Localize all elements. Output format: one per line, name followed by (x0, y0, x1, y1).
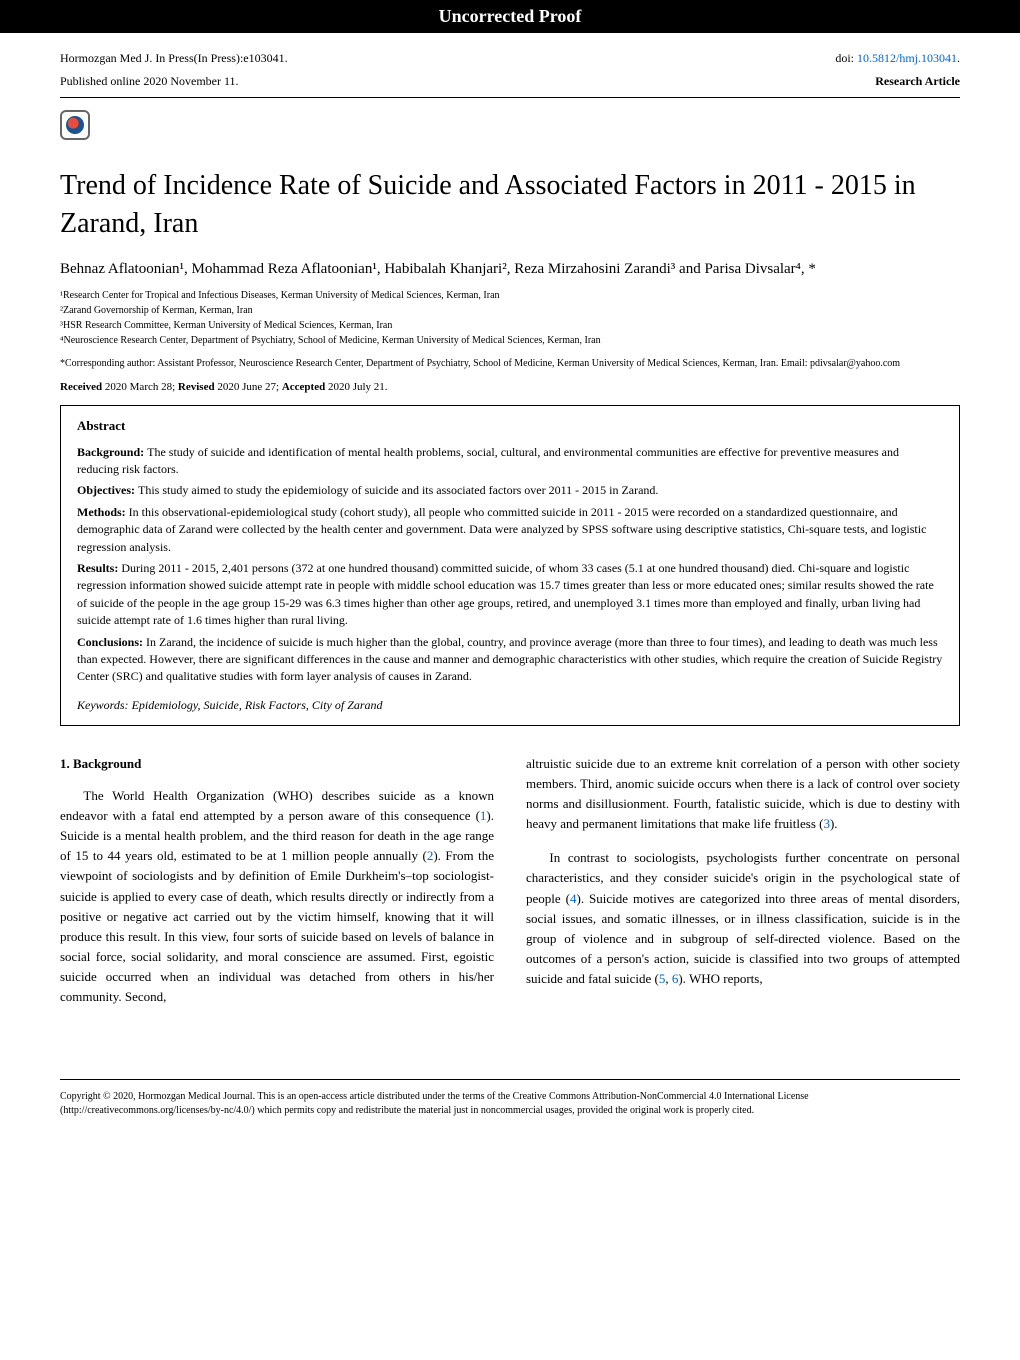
abstract-box: Abstract Background: The study of suicid… (60, 405, 960, 726)
section-heading: 1. Background (60, 754, 494, 774)
cite-5[interactable]: 5 (659, 971, 666, 986)
crossmark-icon[interactable] (60, 110, 90, 140)
left-paragraph: The World Health Organization (WHO) desc… (60, 786, 494, 1008)
pub-date: Published online 2020 November 11. (60, 74, 239, 89)
affil-1: ¹Research Center for Tropical and Infect… (60, 288, 960, 303)
body-columns: 1. Background The World Health Organizat… (60, 754, 960, 1012)
cite-1[interactable]: 1 (480, 808, 487, 823)
abstract-conclusions: Conclusions: In Zarand, the incidence of… (77, 634, 943, 686)
copyright-footer: Copyright © 2020, Hormozgan Medical Jour… (60, 1079, 960, 1138)
column-left: 1. Background The World Health Organizat… (60, 754, 494, 1012)
abstract-background-text: The study of suicide and identification … (77, 445, 899, 476)
abstract-results: Results: During 2011 - 2015, 2,401 perso… (77, 560, 943, 630)
abstract-results-label: Results: (77, 561, 121, 575)
affil-2: ²Zarand Governorship of Kerman, Kerman, … (60, 303, 960, 318)
article-type: Research Article (875, 74, 960, 89)
keywords-text: Epidemiology, Suicide, Risk Factors, Cit… (132, 698, 383, 712)
top-meta-row: Hormozgan Med J. In Press(In Press):e103… (0, 33, 1020, 70)
proof-bar: Uncorrected Proof (0, 0, 1020, 33)
doi-label: doi: (835, 51, 857, 65)
abstract-objectives: Objectives: This study aimed to study th… (77, 482, 943, 499)
cite-3[interactable]: 3 (823, 816, 830, 831)
abstract-results-text: During 2011 - 2015, 2,401 persons (372 a… (77, 561, 934, 627)
column-right: altruistic suicide due to an extreme kni… (526, 754, 960, 1012)
article-title: Trend of Incidence Rate of Suicide and A… (60, 167, 960, 243)
right-paragraph-2: In contrast to sociologists, psychologis… (526, 848, 960, 989)
cite-6[interactable]: 6 (672, 971, 679, 986)
abstract-methods-text: In this observational-epidemiological st… (77, 505, 926, 554)
abstract-methods-label: Methods: (77, 505, 129, 519)
affil-4: ⁴Neuroscience Research Center, Departmen… (60, 333, 960, 348)
affil-3: ³HSR Research Committee, Kerman Universi… (60, 318, 960, 333)
right-paragraph-1: altruistic suicide due to an extreme kni… (526, 754, 960, 835)
corresponding-author: *Corresponding author: Assistant Profess… (60, 356, 960, 371)
journal-citation: Hormozgan Med J. In Press(In Press):e103… (60, 51, 288, 66)
affiliations: ¹Research Center for Tropical and Infect… (60, 288, 960, 348)
badge-row (0, 98, 1020, 153)
article-dates: Received 2020 March 28; Revised 2020 Jun… (60, 381, 960, 393)
pub-row: Published online 2020 November 11. Resea… (0, 70, 1020, 97)
abstract-methods: Methods: In this observational-epidemiol… (77, 504, 943, 556)
keywords-row: Keywords: Epidemiology, Suicide, Risk Fa… (77, 698, 943, 713)
abstract-background: Background: The study of suicide and ide… (77, 444, 943, 479)
abstract-heading: Abstract (77, 418, 943, 434)
cite-2[interactable]: 2 (427, 848, 434, 863)
doi-block: doi: 10.5812/hmj.103041. (835, 51, 960, 66)
cite-4[interactable]: 4 (570, 891, 577, 906)
keywords-label: Keywords: (77, 698, 129, 712)
abstract-background-label: Background: (77, 445, 147, 459)
doi-link[interactable]: 10.5812/hmj.103041 (857, 51, 957, 65)
abstract-objectives-label: Objectives: (77, 483, 138, 497)
main-content: Trend of Incidence Rate of Suicide and A… (0, 167, 1020, 1051)
abstract-conclusions-text: In Zarand, the incidence of suicide is m… (77, 635, 942, 684)
abstract-conclusions-label: Conclusions: (77, 635, 146, 649)
authors: Behnaz Aflatoonian¹, Mohammad Reza Aflat… (60, 261, 960, 278)
abstract-objectives-text: This study aimed to study the epidemiolo… (138, 483, 658, 497)
